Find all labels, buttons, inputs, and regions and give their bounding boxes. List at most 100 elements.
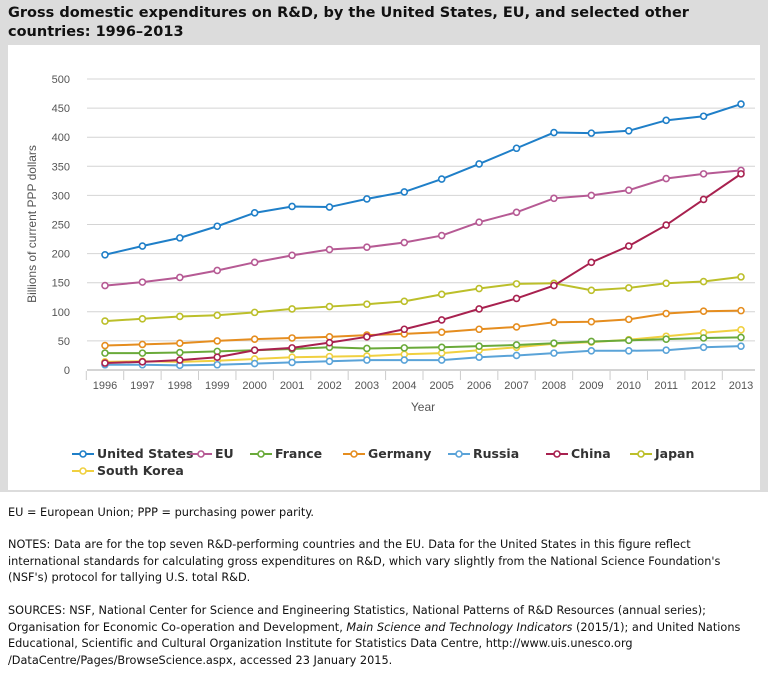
data-point — [624, 242, 633, 250]
data-point — [662, 309, 670, 318]
legend-marker-icon — [250, 449, 272, 458]
legend-label: Germany — [368, 446, 432, 461]
data-point — [101, 250, 109, 259]
data-point — [437, 316, 446, 324]
data-point — [475, 160, 483, 168]
data-point — [587, 286, 596, 295]
data-point — [288, 251, 296, 260]
data-point — [587, 346, 596, 355]
legend-item[interactable]: Japan — [630, 446, 694, 461]
y-tick-label: 250 — [52, 220, 70, 232]
legend-item[interactable]: South Korea — [72, 463, 184, 478]
data-point — [475, 325, 483, 334]
data-point — [437, 175, 446, 183]
data-point — [138, 340, 147, 349]
x-tick-label: 2007 — [504, 380, 528, 392]
data-point — [250, 308, 259, 317]
x-tick-label: 2008 — [542, 380, 566, 392]
data-point — [288, 334, 296, 342]
data-point — [288, 202, 296, 211]
legend-label: France — [275, 446, 323, 461]
legend-label: United States — [97, 446, 194, 461]
data-point — [363, 333, 371, 341]
data-point — [737, 306, 745, 315]
data-point — [699, 277, 708, 286]
y-tick-label: 50 — [58, 336, 70, 348]
data-point — [213, 360, 222, 369]
data-point — [400, 356, 409, 364]
data-point — [512, 323, 521, 331]
data-point — [101, 359, 109, 367]
data-point — [437, 290, 446, 299]
data-point — [512, 341, 521, 349]
y-tick-label: 300 — [52, 190, 70, 202]
legend-label: South Korea — [97, 463, 184, 478]
data-point — [512, 144, 521, 153]
data-point — [587, 191, 596, 200]
data-point — [624, 126, 633, 135]
series-line-eu — [104, 169, 742, 287]
legend-item[interactable]: China — [546, 446, 611, 461]
data-point — [550, 318, 558, 327]
data-point — [624, 284, 633, 292]
y-tick-label: 400 — [52, 132, 70, 144]
x-tick-label: 1996 — [93, 380, 117, 392]
data-point — [475, 342, 483, 350]
data-point — [550, 281, 558, 290]
sources-title: Main Science and Technology Indicators — [346, 620, 573, 634]
data-point — [213, 222, 222, 231]
x-tick-label: 1997 — [130, 380, 154, 392]
legend-item[interactable]: EU — [190, 446, 234, 461]
x-tick-label: 2013 — [729, 380, 753, 392]
series-line-china — [104, 173, 742, 365]
data-point — [587, 317, 596, 326]
data-point — [400, 188, 409, 196]
legend-item[interactable]: Russia — [448, 446, 519, 461]
data-point — [363, 243, 371, 251]
data-point — [400, 238, 409, 247]
data-point — [437, 356, 446, 364]
x-tick-label: 2012 — [691, 380, 715, 392]
data-point — [550, 339, 558, 348]
data-point — [325, 245, 334, 254]
x-tick-label: 2011 — [654, 380, 678, 392]
data-point — [662, 116, 670, 125]
data-point — [101, 349, 109, 357]
data-point — [550, 194, 558, 203]
sources-part: SOURCES: NSF, National Center for Scienc… — [8, 604, 706, 634]
y-tick-label: 150 — [52, 278, 70, 290]
series-line-south-korea — [104, 328, 742, 363]
legend-marker-icon — [448, 449, 470, 458]
y-tick-label: 100 — [52, 307, 70, 319]
data-point — [737, 326, 745, 334]
x-tick-label: 1999 — [205, 380, 229, 392]
legend-item[interactable]: France — [250, 446, 322, 461]
data-point — [512, 208, 521, 217]
data-point — [624, 315, 633, 324]
y-tick-label: 450 — [52, 103, 70, 115]
chart-title: Gross domestic expenditures on R&D, by t… — [8, 5, 689, 40]
x-tick-label: 1998 — [168, 380, 192, 392]
data-point — [624, 186, 633, 194]
data-point — [101, 341, 109, 350]
data-point — [250, 258, 259, 267]
notes-text: NOTES: Data are for the top seven R&D-pe… — [8, 538, 721, 584]
legend-marker-icon — [343, 449, 365, 458]
x-tick-label: 2010 — [617, 380, 641, 392]
data-point — [213, 353, 222, 361]
data-point — [176, 339, 184, 348]
legend-item[interactable]: United States — [72, 446, 193, 461]
data-point — [437, 343, 446, 352]
data-point — [250, 346, 259, 355]
legend-item[interactable]: Germany — [343, 446, 431, 461]
data-point — [699, 334, 708, 342]
data-point — [437, 328, 446, 336]
data-point — [699, 170, 708, 178]
legend-marker-icon — [546, 449, 568, 458]
legend-marker-icon — [72, 449, 94, 458]
chart-panel — [8, 45, 760, 490]
data-point — [138, 278, 147, 286]
sources-part: (2015/1); and United Nations Educational… — [8, 620, 741, 667]
data-point — [475, 218, 483, 226]
data-point — [737, 170, 745, 178]
